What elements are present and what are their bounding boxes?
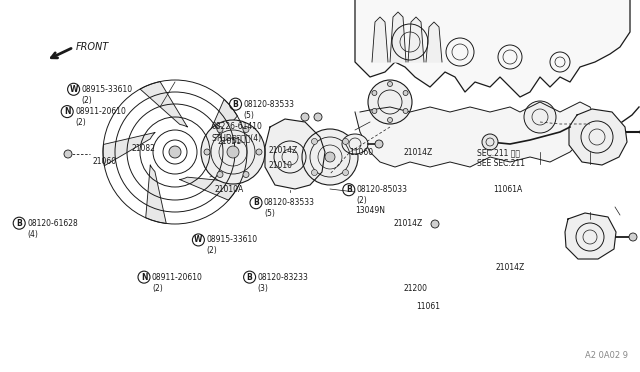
Circle shape	[524, 101, 556, 133]
Text: (4): (4)	[27, 230, 38, 239]
Polygon shape	[565, 213, 616, 259]
Circle shape	[368, 80, 412, 124]
Polygon shape	[569, 109, 627, 165]
Polygon shape	[426, 22, 442, 62]
Text: (2): (2)	[357, 196, 367, 205]
Circle shape	[431, 220, 439, 228]
Text: B: B	[247, 273, 252, 282]
Text: (3): (3)	[258, 283, 268, 293]
Text: (2): (2)	[206, 246, 217, 256]
Text: 08911-20610: 08911-20610	[76, 107, 126, 116]
Text: (5): (5)	[243, 110, 254, 120]
Text: (2): (2)	[76, 118, 86, 127]
Circle shape	[312, 170, 317, 176]
Polygon shape	[103, 132, 155, 166]
Text: 08915-33610: 08915-33610	[206, 235, 257, 244]
Text: 21014Z: 21014Z	[403, 148, 433, 157]
Text: 11060: 11060	[349, 148, 373, 157]
Circle shape	[387, 81, 392, 87]
Circle shape	[302, 129, 358, 185]
Text: B: B	[17, 219, 22, 228]
Text: 08120-83533: 08120-83533	[243, 100, 294, 109]
Text: B: B	[253, 198, 259, 207]
Text: 08226-61410: 08226-61410	[211, 122, 262, 131]
Text: W: W	[69, 85, 78, 94]
Text: 08120-83233: 08120-83233	[258, 273, 308, 282]
Text: 11061: 11061	[416, 302, 440, 311]
Text: FRONT: FRONT	[76, 42, 109, 52]
Text: 08120-83533: 08120-83533	[264, 198, 315, 207]
Circle shape	[342, 138, 349, 144]
Circle shape	[372, 109, 377, 113]
Text: 08915-33610: 08915-33610	[82, 85, 132, 94]
Circle shape	[301, 113, 309, 121]
Text: SEC.211 参照: SEC.211 参照	[477, 148, 520, 157]
Circle shape	[217, 126, 223, 132]
Polygon shape	[203, 99, 237, 156]
Text: 21014Z: 21014Z	[269, 146, 298, 155]
Polygon shape	[408, 17, 424, 62]
Text: 21014Z: 21014Z	[496, 263, 525, 272]
Circle shape	[629, 233, 637, 241]
Circle shape	[201, 120, 265, 184]
Circle shape	[243, 171, 249, 177]
Circle shape	[387, 118, 392, 122]
Circle shape	[227, 146, 239, 158]
Polygon shape	[180, 177, 240, 200]
Text: SEE SEC.211: SEE SEC.211	[477, 159, 525, 168]
Text: 21010A: 21010A	[214, 185, 244, 194]
Circle shape	[243, 126, 249, 132]
Circle shape	[64, 150, 72, 158]
Text: 08911-20610: 08911-20610	[152, 273, 203, 282]
Polygon shape	[355, 0, 630, 97]
Circle shape	[204, 149, 210, 155]
Circle shape	[342, 170, 349, 176]
Text: N: N	[141, 273, 147, 282]
Circle shape	[482, 134, 498, 150]
Text: B: B	[233, 100, 238, 109]
Text: (2): (2)	[152, 283, 163, 293]
Polygon shape	[140, 81, 188, 127]
Circle shape	[325, 152, 335, 162]
Ellipse shape	[342, 134, 368, 154]
Circle shape	[312, 138, 317, 144]
Polygon shape	[265, 119, 325, 189]
Circle shape	[217, 171, 223, 177]
Circle shape	[256, 149, 262, 155]
Circle shape	[169, 146, 181, 158]
Text: 21060: 21060	[93, 157, 117, 166]
Text: 21010: 21010	[269, 161, 293, 170]
Text: (2): (2)	[82, 96, 92, 105]
Polygon shape	[372, 17, 388, 62]
Text: N: N	[64, 107, 70, 116]
Text: A2 0A02 9: A2 0A02 9	[585, 351, 628, 360]
Circle shape	[375, 140, 383, 148]
Text: 08120-61628: 08120-61628	[27, 219, 78, 228]
Circle shape	[372, 90, 377, 96]
Text: W: W	[194, 235, 203, 244]
Text: STUDスタッド(4): STUDスタッド(4)	[211, 133, 261, 142]
Text: B: B	[346, 185, 351, 194]
Text: 21014Z: 21014Z	[394, 219, 423, 228]
Text: 21051: 21051	[218, 137, 242, 146]
Polygon shape	[390, 12, 406, 62]
Text: 21200: 21200	[403, 284, 428, 293]
Polygon shape	[355, 102, 595, 167]
Circle shape	[403, 109, 408, 113]
Circle shape	[403, 90, 408, 96]
Text: 21082: 21082	[131, 144, 155, 153]
Text: 08120-85033: 08120-85033	[357, 185, 408, 194]
Circle shape	[314, 113, 322, 121]
Text: (5): (5)	[264, 209, 275, 218]
Polygon shape	[146, 165, 166, 224]
Text: 11061A: 11061A	[493, 185, 522, 194]
Text: 13049N: 13049N	[355, 206, 385, 215]
